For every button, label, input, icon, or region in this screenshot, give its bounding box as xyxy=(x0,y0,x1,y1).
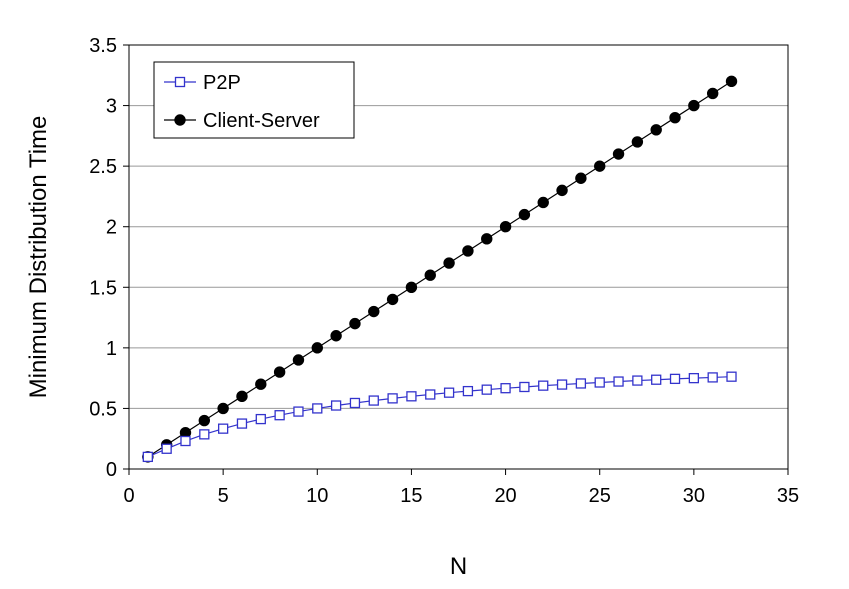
data-point-p2p xyxy=(330,400,342,411)
data-point-p2p xyxy=(651,374,662,385)
data-point-client-server xyxy=(217,402,229,415)
data-point-p2p xyxy=(575,378,587,389)
x-tick-label: 30 xyxy=(683,485,705,507)
x-axis-title: N xyxy=(450,553,467,580)
data-point-p2p xyxy=(707,372,718,383)
legend-item-client-server: Client-Server xyxy=(164,110,320,132)
series-line-p2p xyxy=(147,376,732,458)
y-tick-label: 3 xyxy=(106,96,117,118)
data-point-client-server xyxy=(292,354,305,366)
data-point-client-server xyxy=(706,87,719,100)
plot-area xyxy=(128,44,789,470)
data-point-p2p xyxy=(632,375,643,386)
data-point-client-server xyxy=(518,208,531,221)
data-point-client-server xyxy=(481,233,493,245)
data-point-client-server xyxy=(330,330,342,342)
x-tick-label: 0 xyxy=(123,485,134,507)
data-point-p2p xyxy=(462,385,474,397)
data-point-client-server xyxy=(462,245,474,257)
y-axis-title: Minimum Distribution Time xyxy=(25,116,52,399)
data-point-p2p xyxy=(519,381,530,393)
data-point-client-server xyxy=(443,257,455,269)
data-point-p2p xyxy=(688,372,700,384)
series-layer xyxy=(142,75,738,463)
data-point-client-server xyxy=(273,366,286,378)
y-tick-label: 3.5 xyxy=(89,35,117,57)
data-point-p2p xyxy=(217,423,229,434)
data-point-p2p xyxy=(199,429,210,440)
data-point-client-server xyxy=(424,269,436,281)
data-point-client-server xyxy=(725,75,738,88)
legend-item-p2p: P2P xyxy=(164,72,241,94)
legend-marker-client-server xyxy=(174,114,186,126)
data-point-p2p xyxy=(594,377,605,388)
x-tick-label: 20 xyxy=(494,485,516,507)
data-point-client-server xyxy=(349,317,361,330)
data-point-p2p xyxy=(161,443,172,454)
data-point-p2p xyxy=(368,395,379,406)
data-point-client-server xyxy=(198,414,211,427)
data-point-client-server xyxy=(575,172,587,184)
data-point-p2p xyxy=(556,379,568,390)
legend-marker-p2p xyxy=(174,76,186,88)
y-tick-label: 2.5 xyxy=(89,156,117,178)
data-point-p2p xyxy=(387,393,398,404)
y-tick-label: 2 xyxy=(106,217,117,239)
data-point-p2p xyxy=(425,389,436,400)
legend: P2P Client-Server xyxy=(153,61,355,139)
data-point-client-server xyxy=(594,160,606,172)
data-point-p2p xyxy=(669,373,681,385)
data-point-p2p xyxy=(500,383,511,394)
data-point-p2p xyxy=(293,406,304,417)
data-point-client-server xyxy=(311,342,323,354)
data-point-client-server xyxy=(236,390,248,403)
data-point-p2p xyxy=(406,391,417,402)
data-point-client-server xyxy=(499,221,512,233)
data-point-p2p xyxy=(481,384,492,395)
data-point-p2p xyxy=(538,380,549,391)
data-point-p2p xyxy=(180,435,191,447)
data-point-p2p xyxy=(312,403,323,414)
y-tick-label: 1.5 xyxy=(89,277,117,299)
data-point-p2p xyxy=(443,387,455,398)
data-point-p2p xyxy=(255,413,266,425)
data-point-client-server xyxy=(368,305,380,318)
data-point-client-server xyxy=(537,196,549,209)
data-point-client-server xyxy=(688,99,700,112)
y-tick-label: 0 xyxy=(106,459,117,481)
data-point-p2p xyxy=(274,410,285,421)
legend-label-client-server: Client-Server xyxy=(203,110,320,132)
data-point-client-server xyxy=(405,281,418,293)
y-tick-label: 1 xyxy=(106,338,117,360)
x-tick-label: 5 xyxy=(218,485,229,507)
data-point-client-server xyxy=(255,378,267,390)
x-tick-label: 25 xyxy=(589,485,611,507)
x-tick-label: 15 xyxy=(400,485,422,507)
y-tick-label: 0.5 xyxy=(89,398,117,420)
data-point-p2p xyxy=(613,376,624,387)
data-point-p2p xyxy=(349,397,361,409)
series-client-server xyxy=(142,75,738,463)
data-point-client-server xyxy=(386,293,399,306)
legend-label-p2p: P2P xyxy=(203,72,241,94)
data-point-client-server xyxy=(556,184,568,197)
data-point-p2p xyxy=(726,371,737,382)
series-p2p xyxy=(142,371,737,463)
data-point-p2p xyxy=(236,418,248,429)
x-tick-label: 10 xyxy=(306,485,328,507)
axis-ticks: 0 0.5 1 1.5 2 2.5 3 3.5 0 5 10 15 20 25 30 35 xyxy=(89,35,799,507)
data-point-client-server xyxy=(650,124,662,136)
data-point-client-server xyxy=(612,148,625,160)
x-tick-label: 35 xyxy=(777,485,799,507)
data-point-client-server xyxy=(631,136,644,148)
data-point-client-server xyxy=(669,111,681,124)
data-point-p2p xyxy=(142,451,153,463)
